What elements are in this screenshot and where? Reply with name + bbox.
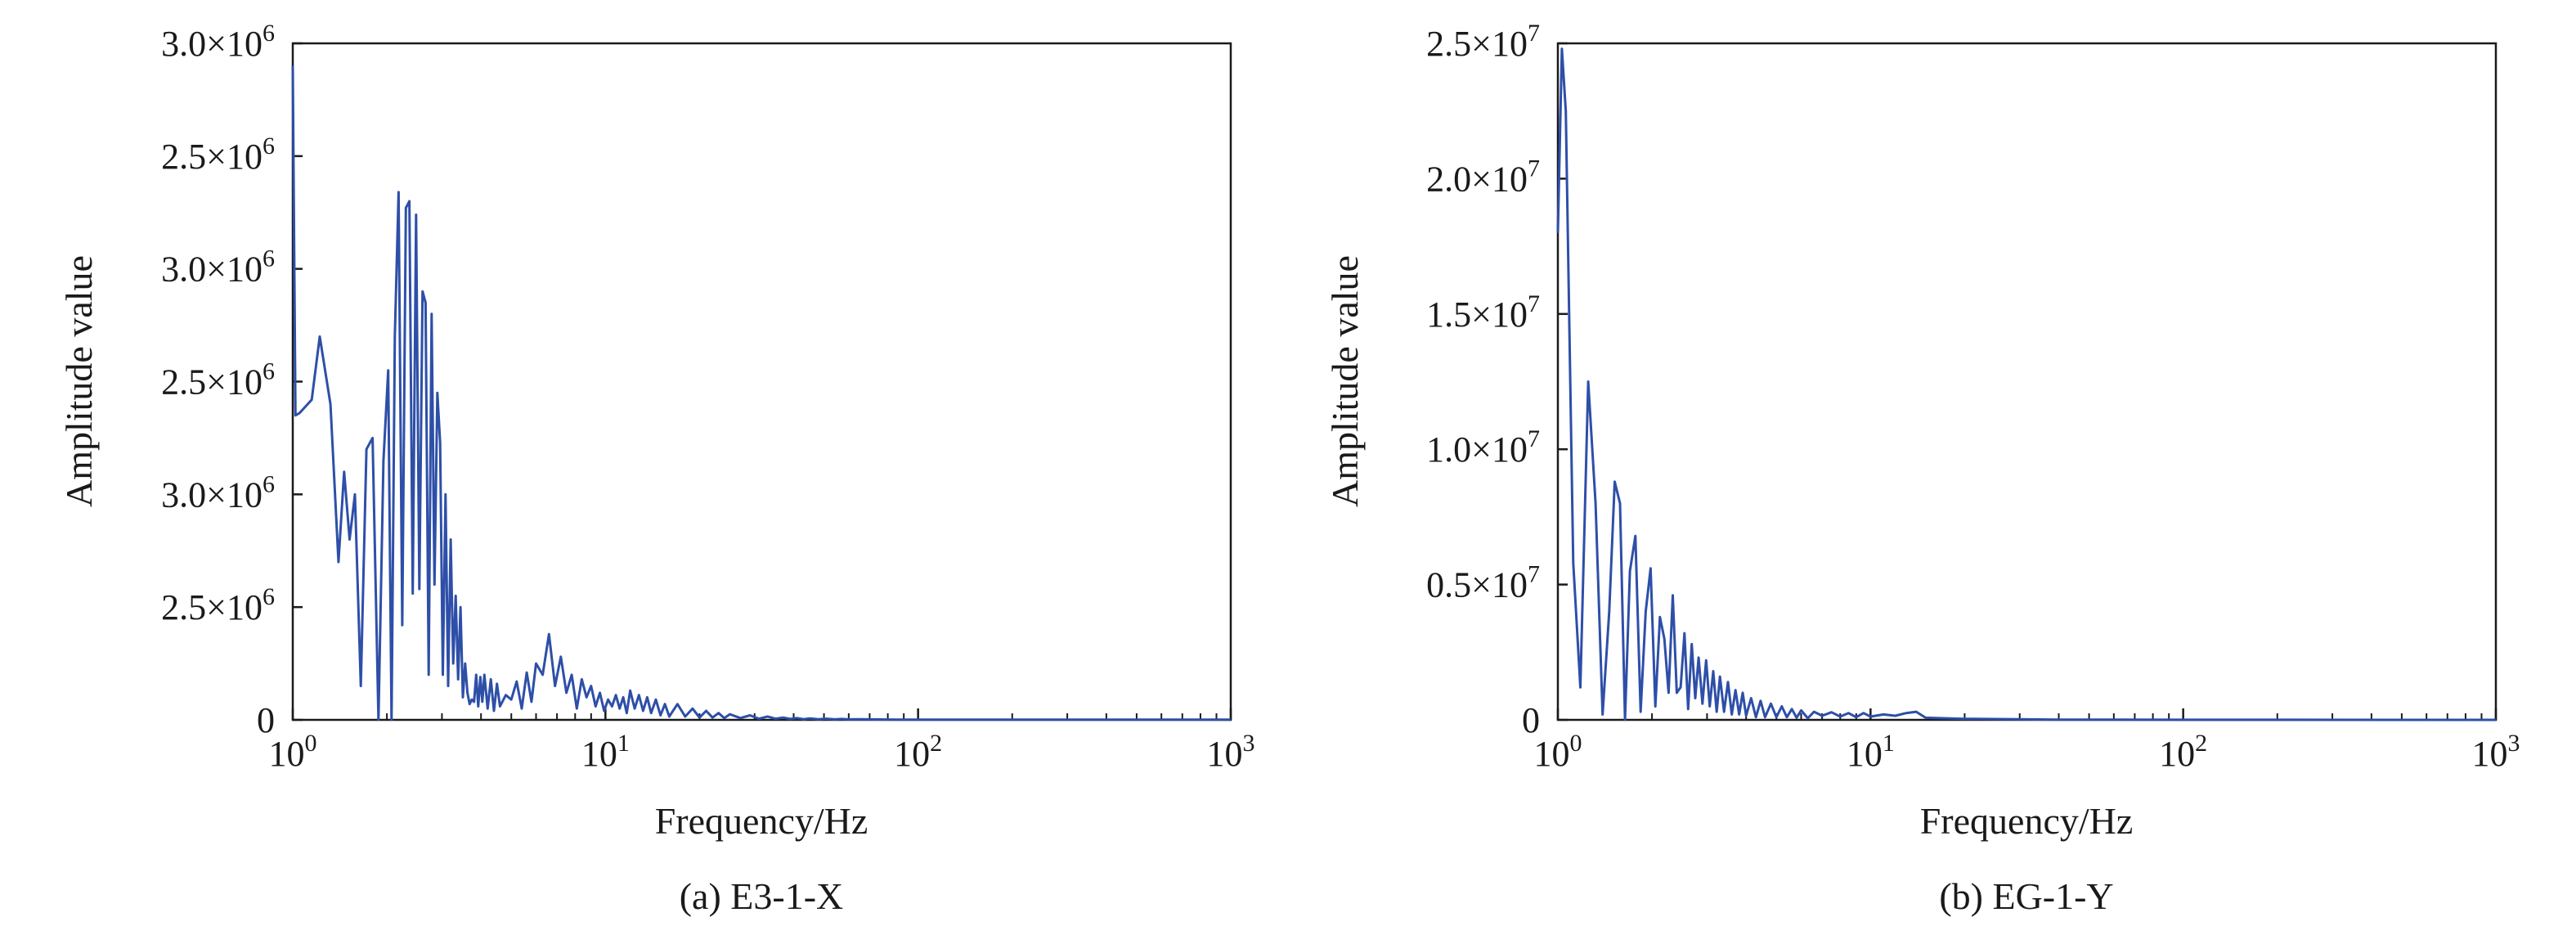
y-tick-label: 2.5×106	[161, 133, 275, 177]
y-axis: 0 0.5×107 1.0×107 1.5×107 2.0×107 2.5×107	[1426, 20, 1568, 740]
x-tick-label: 103	[2472, 730, 2520, 774]
y-tick-label: 1.5×107	[1426, 290, 1540, 335]
x-tick-label: 102	[2159, 730, 2207, 774]
y-tick-label: 0	[257, 700, 275, 740]
y-tick-label: 3.0×106	[161, 470, 275, 515]
figure-caption: (b) EG-1-Y	[1939, 875, 2113, 917]
chart-panel-a: 0 2.5×106 3.0×106 2.5×106 3.0×106 2.5×106 3.0×…	[58, 20, 1255, 917]
y-tick-label: 2.0×107	[1426, 155, 1540, 199]
y-tick-label: 1.0×107	[1426, 425, 1540, 470]
x-tick-label: 100	[1534, 730, 1582, 774]
figure-caption: (a) E3-1-X	[680, 875, 844, 917]
y-tick-label: 2.5×106	[161, 358, 275, 402]
chart-panel-b: 0 0.5×107 1.0×107 1.5×107 2.0×107 2.5×107 100…	[1324, 20, 2520, 917]
plot-frame	[1556, 42, 2497, 721]
series-line	[1556, 47, 2496, 721]
x-tick-label: 101	[581, 730, 630, 774]
x-tick-label: 101	[1847, 730, 1895, 774]
y-axis-title: Amplitude value	[58, 255, 100, 507]
y-tick-label: 0	[1522, 700, 1540, 740]
x-tick-label: 100	[269, 730, 317, 774]
y-tick-label: 0.5×107	[1426, 561, 1540, 605]
y-axis: 0 2.5×106 3.0×106 2.5×106 3.0×106 2.5×106 3.0×…	[161, 20, 303, 740]
series-line	[291, 65, 1231, 721]
x-axis-title: Frequency/Hz	[1920, 800, 2134, 842]
x-axis: 100 101 102 103	[1534, 708, 2520, 774]
x-tick-label: 102	[894, 730, 942, 774]
y-axis-title: Amplitude value	[1324, 255, 1366, 507]
y-tick-label: 3.0×106	[161, 20, 275, 64]
y-tick-label: 3.0×106	[161, 245, 275, 290]
x-axis: 100 101 102 103	[269, 708, 1255, 774]
x-tick-label: 103	[1207, 730, 1255, 774]
y-tick-label: 2.5×107	[1426, 20, 1540, 64]
x-axis-title: Frequency/Hz	[655, 800, 868, 842]
y-tick-label: 2.5×106	[161, 583, 275, 627]
